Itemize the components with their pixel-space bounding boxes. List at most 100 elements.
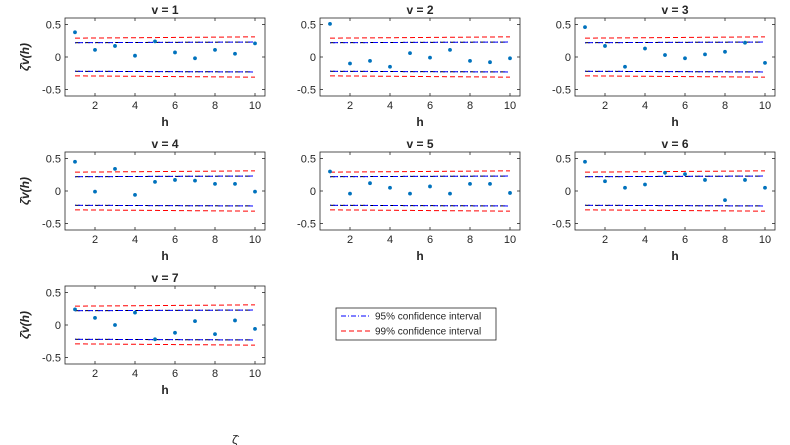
ci95-lower-line-blue <box>329 204 511 207</box>
data-point <box>73 30 77 35</box>
data-point <box>663 170 667 175</box>
data-point <box>408 191 412 196</box>
x-tick-label: 8 <box>722 234 728 246</box>
data-point <box>348 191 352 196</box>
ci99-upper-line <box>584 170 766 173</box>
x-tick-label: 2 <box>347 234 353 246</box>
y-tick-label: 0.5 <box>46 20 61 32</box>
data-point <box>253 327 257 331</box>
ci95-upper-line <box>74 175 256 178</box>
y-axis-label: ζ̂v(h) <box>18 311 32 339</box>
ci99-lower-line <box>584 209 766 212</box>
data-point <box>508 191 512 195</box>
y-tick-label: 0.5 <box>46 154 61 166</box>
x-tick-label: 6 <box>427 100 433 112</box>
data-point <box>73 307 77 312</box>
y-tick-label: 0 <box>55 320 61 332</box>
x-tick-label: 2 <box>92 100 98 112</box>
y-tick-label: -0.5 <box>297 219 316 231</box>
data-point <box>743 178 747 182</box>
panel-v3: 0.5 0 -0.5 2 4 6 8 10 v = 3 h <box>552 3 776 129</box>
ci95-upper-line <box>584 41 766 44</box>
axes-box <box>319 151 521 231</box>
ci99-upper-line <box>329 36 511 39</box>
ci95-lower-line-blue <box>584 70 766 73</box>
data-point <box>113 44 117 48</box>
panel-v7: 0.5 0 -0.5 2 4 6 8 10 v = 7 h ζ̂v(h) <box>18 271 266 397</box>
data-point <box>348 61 352 66</box>
x-axis-label: h <box>161 383 168 397</box>
panel-v6: 0.5 0 -0.5 2 4 6 8 10 v = 6 h <box>552 137 776 263</box>
data-point <box>233 318 237 323</box>
data-point <box>113 167 117 171</box>
y-tick-label: 0 <box>310 52 316 64</box>
data-point <box>723 198 727 203</box>
x-tick-label: 8 <box>212 368 218 380</box>
data-point <box>488 181 492 186</box>
data-point <box>468 59 472 63</box>
data-point <box>723 49 727 54</box>
data-point <box>213 181 217 186</box>
x-tick-label: 8 <box>467 234 473 246</box>
y-tick-label: 0 <box>55 52 61 64</box>
x-tick-label: 8 <box>212 100 218 112</box>
data-point <box>368 181 372 186</box>
data-point <box>388 185 392 190</box>
data-point <box>153 180 157 184</box>
data-point <box>153 337 157 342</box>
data-point <box>93 315 97 320</box>
data-point <box>703 52 707 57</box>
y-tick-label: -0.5 <box>42 85 61 97</box>
x-tick-label: 10 <box>759 100 771 112</box>
x-tick-label: 10 <box>249 234 261 246</box>
data-point <box>93 189 97 194</box>
panel-title: v = 3 <box>661 3 688 17</box>
x-tick-label: 6 <box>682 100 688 112</box>
data-point <box>133 193 137 197</box>
ci99-lower-line <box>329 209 511 212</box>
y-tick-label: -0.5 <box>297 85 316 97</box>
ci99-lower-line <box>329 75 511 78</box>
data-point <box>683 56 687 61</box>
data-point <box>623 64 627 69</box>
axes-box <box>319 17 521 97</box>
legend: 95% confidence interval 99% confidence i… <box>335 307 497 341</box>
ci99-lower-line <box>74 75 256 78</box>
data-point <box>743 40 747 45</box>
y-tick-label: 0.5 <box>301 154 316 166</box>
y-axis-label: ζ̂v(h) <box>18 177 32 205</box>
x-axis-label: h <box>416 115 423 129</box>
x-tick-label: 6 <box>172 368 178 380</box>
x-tick-label: 4 <box>132 368 138 380</box>
legend-label-99: 99% confidence interval <box>375 327 481 338</box>
panel-v1: 0.5 0 -0.5 2 4 6 8 10 v = 1 h ζ̂v(h) <box>18 3 266 129</box>
data-point <box>93 47 97 52</box>
data-point <box>663 53 667 57</box>
data-point <box>508 56 512 61</box>
panel-title: v = 7 <box>151 271 178 285</box>
data-point <box>763 60 767 65</box>
data-point <box>153 39 157 44</box>
x-tick-label: 2 <box>92 368 98 380</box>
ci99-lower-line <box>74 209 256 212</box>
ci95-upper-line <box>329 41 511 44</box>
x-axis-label: h <box>671 115 678 129</box>
x-tick-label: 4 <box>387 100 393 112</box>
data-point <box>428 184 432 189</box>
data-point <box>233 181 237 186</box>
data-point <box>133 53 137 58</box>
panel-title: v = 5 <box>406 137 433 151</box>
x-axis-label: h <box>161 115 168 129</box>
panel-title: v = 4 <box>151 137 178 151</box>
data-point <box>73 159 77 164</box>
x-tick-label: 6 <box>427 234 433 246</box>
y-tick-label: 0.5 <box>301 20 316 32</box>
panels: 0.5 0 -0.5 2 4 6 8 10 v = 1 h ζ̂v(h) 0.5 0 -0.5 2 4 6 8 10… <box>18 3 776 397</box>
x-tick-label: 4 <box>642 234 648 246</box>
x-tick-label: 4 <box>387 234 393 246</box>
data-point <box>213 332 217 336</box>
data-point <box>488 60 492 65</box>
data-point <box>583 159 587 164</box>
data-point <box>253 189 257 194</box>
